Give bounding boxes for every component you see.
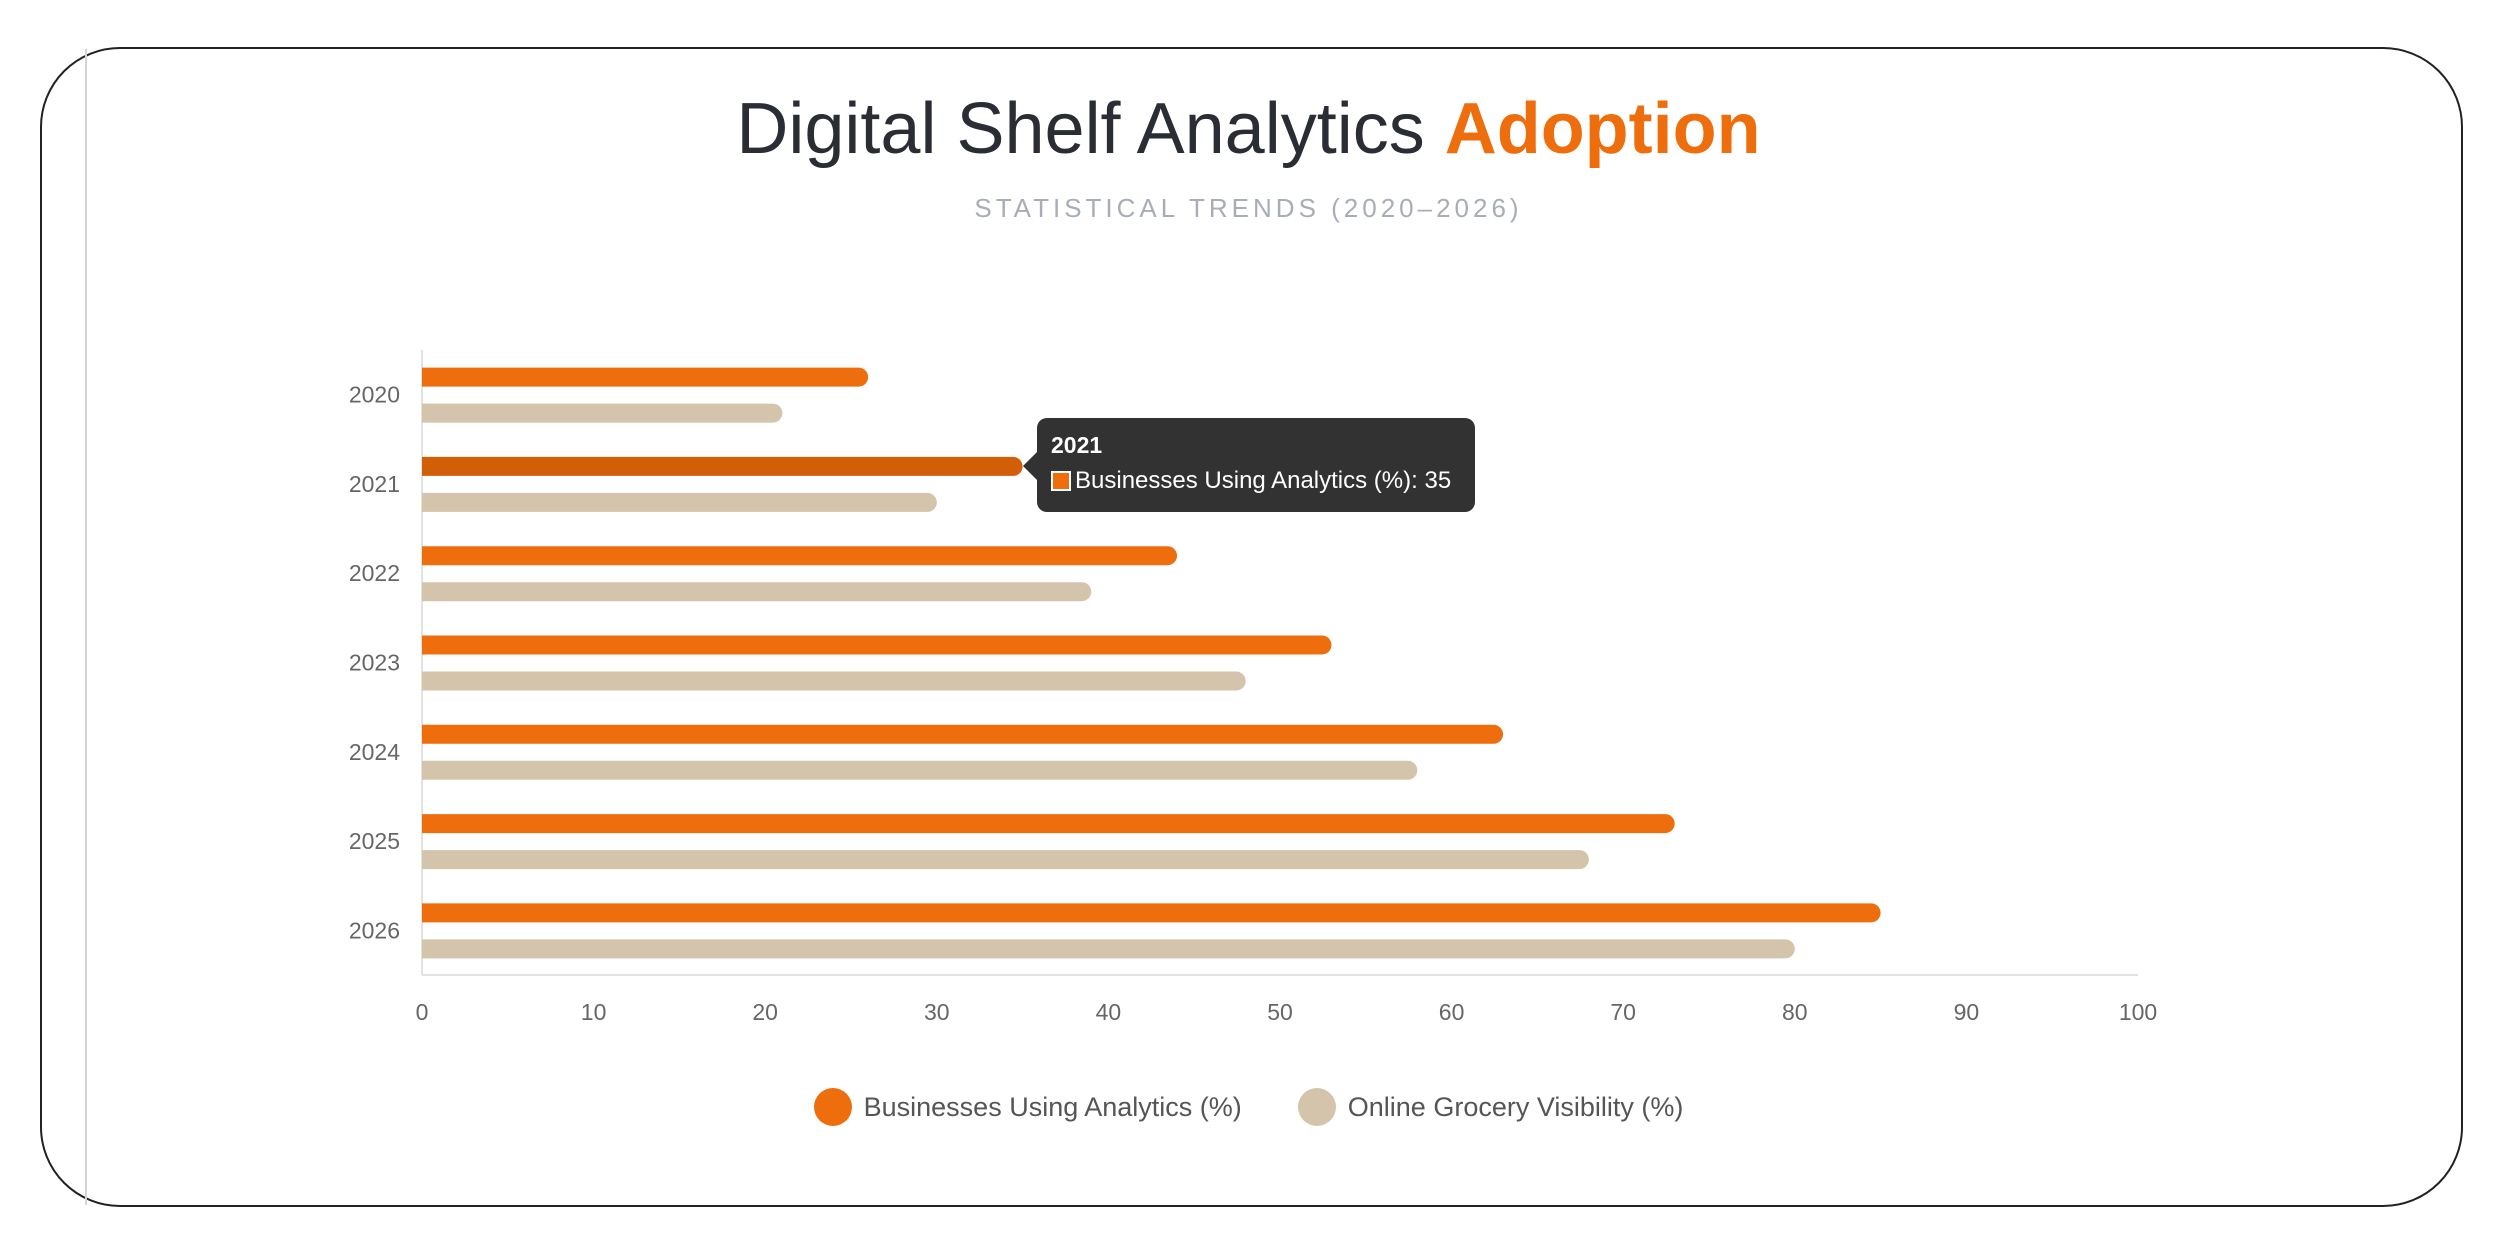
bar-analytics-2024 (422, 724, 1504, 744)
legend-label-analytics: Businesses Using Analytics (%) (863, 1091, 1242, 1122)
bar-analytics-2022 (422, 546, 1178, 566)
x-tick-label-10: 10 (581, 999, 607, 1025)
legend-item-grocery[interactable]: Online Grocery Visibility (%) (1297, 1088, 1684, 1126)
bar-grocery-2021 (422, 492, 937, 512)
x-tick-label-60: 60 (1439, 999, 1465, 1025)
chart-tooltip: 2021 Businesses Using Analytics (%): 35 (1023, 418, 1475, 512)
y-tick-label-2020: 2020 (349, 382, 400, 408)
bar-grocery-2026 (422, 939, 1795, 959)
chart-title-accent: Adoption (1444, 89, 1761, 169)
bar-analytics-2025 (422, 814, 1675, 834)
y-tick-label-2026: 2026 (349, 917, 400, 943)
bar-grocery-2024 (422, 760, 1418, 780)
x-tick-label-90: 90 (1954, 999, 1980, 1025)
chart-title-main: Digital Shelf Analytics (736, 89, 1425, 169)
bar-grocery-2023 (422, 671, 1246, 691)
x-tick-label-70: 70 (1610, 999, 1636, 1025)
bar-analytics-2023 (422, 635, 1332, 655)
chart-legend: Businesses Using Analytics (%) Online Gr… (0, 1088, 2497, 1126)
tooltip-title: 2021 (1051, 432, 1103, 458)
bar-analytics-2021 (422, 456, 1023, 476)
chart-subtitle: STATISTICAL TRENDS (2020–2026) (974, 193, 1523, 223)
bar-grocery-2025 (422, 850, 1589, 870)
y-tick-label-2023: 2023 (349, 650, 400, 676)
bar-analytics-2026 (422, 903, 1881, 923)
y-tick-label-2021: 2021 (349, 471, 400, 497)
y-tick-label-2024: 2024 (349, 739, 400, 765)
x-tick-label-0: 0 (416, 999, 429, 1025)
x-tick-label-30: 30 (924, 999, 950, 1025)
bar-grocery-2020 (422, 403, 783, 423)
y-tick-label-2025: 2025 (349, 828, 400, 854)
legend-label-grocery: Online Grocery Visibility (%) (1347, 1091, 1684, 1122)
tooltip-text: Businesses Using Analytics (%): 35 (1075, 467, 1452, 494)
chart-title: Digital Shelf Analytics Adoption (0, 88, 2497, 170)
y-tick-label-2022: 2022 (349, 560, 400, 586)
x-tick-label-50: 50 (1267, 999, 1293, 1025)
bar-grocery-2022 (422, 582, 1092, 602)
tooltip-swatch (1051, 471, 1071, 491)
legend-swatch-analytics (813, 1088, 852, 1126)
x-tick-label-40: 40 (1096, 999, 1122, 1025)
card-divider (85, 49, 87, 1205)
x-tick-label-100: 100 (2119, 999, 2157, 1025)
x-tick-label-20: 20 (752, 999, 778, 1025)
bar-analytics-2020 (422, 367, 869, 387)
chart-card (40, 47, 2463, 1207)
legend-swatch-grocery (1297, 1088, 1336, 1126)
x-tick-label-80: 80 (1782, 999, 1808, 1025)
legend-item-analytics[interactable]: Businesses Using Analytics (%) (813, 1088, 1242, 1126)
